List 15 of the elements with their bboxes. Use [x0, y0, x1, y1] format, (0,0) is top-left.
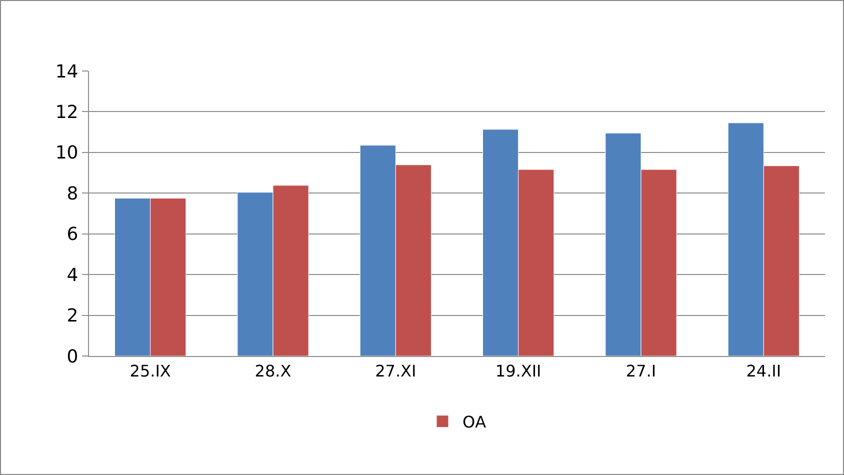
legend-label: ОА [462, 412, 486, 432]
y-tick-label: 12 [55, 102, 78, 124]
x-tick-label: 27.XI [375, 361, 416, 380]
y-tick-label: 10 [55, 142, 78, 164]
x-tick-label: 28.X [254, 361, 292, 380]
x-tick-label: 27.I [626, 361, 656, 380]
y-tick-label: 14 [55, 61, 78, 82]
x-tick-label: 19.XII [495, 361, 542, 380]
y-tick-label: 0 [66, 346, 78, 368]
y-tick-label: 4 [66, 264, 78, 286]
y-tick-label: 6 [66, 224, 78, 246]
y-tick-label: 8 [66, 183, 78, 204]
x-tick-label: 24.II [746, 361, 782, 380]
x-tick-label: 25.IX [130, 361, 171, 380]
y-tick-label: 2 [66, 306, 78, 327]
